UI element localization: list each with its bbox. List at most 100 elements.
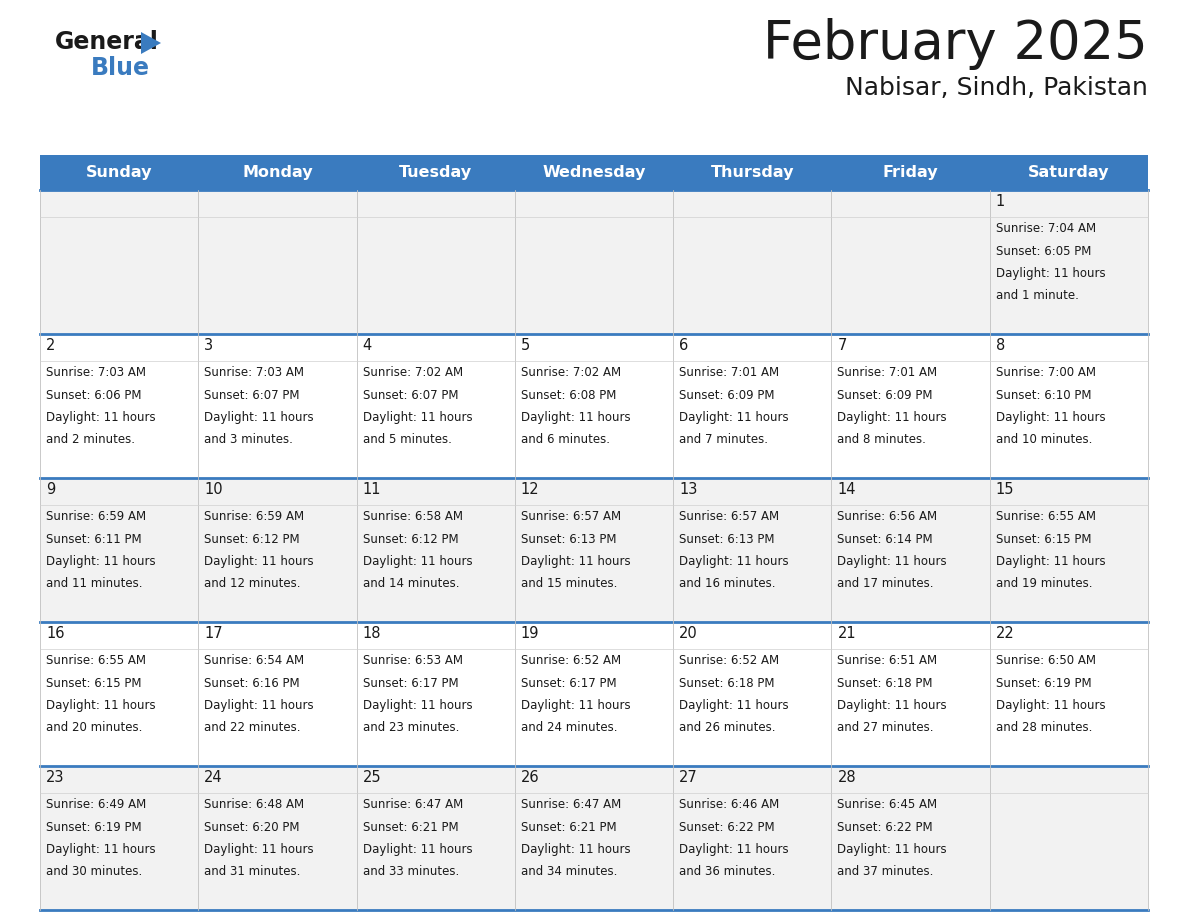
Text: Sunrise: 6:45 AM: Sunrise: 6:45 AM	[838, 799, 937, 812]
Text: Daylight: 11 hours: Daylight: 11 hours	[204, 555, 314, 568]
Text: 25: 25	[362, 770, 381, 785]
Text: Sunset: 6:15 PM: Sunset: 6:15 PM	[996, 532, 1092, 545]
Text: Sunset: 6:06 PM: Sunset: 6:06 PM	[46, 388, 141, 402]
Text: Sunrise: 6:58 AM: Sunrise: 6:58 AM	[362, 510, 462, 523]
Text: Sunset: 6:17 PM: Sunset: 6:17 PM	[362, 677, 459, 689]
Bar	[356, 622, 514, 766]
Text: and 10 minutes.: and 10 minutes.	[996, 433, 1092, 446]
Bar	[356, 190, 514, 334]
Bar	[990, 622, 1148, 766]
Text: Daylight: 11 hours: Daylight: 11 hours	[362, 843, 472, 856]
Text: Sunrise: 6:46 AM: Sunrise: 6:46 AM	[680, 799, 779, 812]
Text: Daylight: 11 hours: Daylight: 11 hours	[680, 555, 789, 568]
Text: 6: 6	[680, 338, 688, 353]
Text: and 26 minutes.: and 26 minutes.	[680, 722, 776, 734]
Text: Daylight: 11 hours: Daylight: 11 hours	[362, 555, 472, 568]
Text: and 17 minutes.: and 17 minutes.	[838, 577, 934, 590]
Bar	[356, 766, 514, 910]
Text: 2: 2	[46, 338, 56, 353]
Text: Sunrise: 7:01 AM: Sunrise: 7:01 AM	[838, 366, 937, 379]
Text: Sunset: 6:22 PM: Sunset: 6:22 PM	[838, 821, 933, 834]
Text: Daylight: 11 hours: Daylight: 11 hours	[680, 843, 789, 856]
Text: Daylight: 11 hours: Daylight: 11 hours	[46, 555, 156, 568]
Bar	[356, 478, 514, 622]
Text: 10: 10	[204, 482, 223, 497]
Text: Daylight: 11 hours: Daylight: 11 hours	[204, 411, 314, 424]
Text: Sunset: 6:17 PM: Sunset: 6:17 PM	[520, 677, 617, 689]
Text: Daylight: 11 hours: Daylight: 11 hours	[46, 843, 156, 856]
Bar	[832, 334, 990, 478]
Text: 12: 12	[520, 482, 539, 497]
Bar	[832, 190, 990, 334]
Text: Sunrise: 6:49 AM: Sunrise: 6:49 AM	[46, 799, 146, 812]
Text: Daylight: 11 hours: Daylight: 11 hours	[680, 699, 789, 712]
Bar	[832, 622, 990, 766]
Bar	[514, 478, 674, 622]
Bar	[832, 478, 990, 622]
Text: 3: 3	[204, 338, 214, 353]
Text: 23: 23	[46, 770, 64, 785]
Text: and 30 minutes.: and 30 minutes.	[46, 866, 143, 879]
Text: Saturday: Saturday	[1028, 165, 1110, 180]
Text: 14: 14	[838, 482, 855, 497]
Text: 17: 17	[204, 626, 223, 641]
Text: Daylight: 11 hours: Daylight: 11 hours	[838, 843, 947, 856]
Text: and 34 minutes.: and 34 minutes.	[520, 866, 618, 879]
Text: Sunset: 6:07 PM: Sunset: 6:07 PM	[362, 388, 459, 402]
Text: Sunrise: 6:47 AM: Sunrise: 6:47 AM	[520, 799, 621, 812]
Bar	[674, 766, 832, 910]
Text: 13: 13	[680, 482, 697, 497]
Text: Sunset: 6:10 PM: Sunset: 6:10 PM	[996, 388, 1092, 402]
Bar	[356, 334, 514, 478]
Text: Sunset: 6:07 PM: Sunset: 6:07 PM	[204, 388, 299, 402]
Bar	[832, 766, 990, 910]
Text: Daylight: 11 hours: Daylight: 11 hours	[46, 699, 156, 712]
Text: Sunset: 6:08 PM: Sunset: 6:08 PM	[520, 388, 617, 402]
Text: Thursday: Thursday	[710, 165, 794, 180]
Text: Wednesday: Wednesday	[542, 165, 646, 180]
Text: Sunrise: 7:03 AM: Sunrise: 7:03 AM	[46, 366, 146, 379]
Text: and 5 minutes.: and 5 minutes.	[362, 433, 451, 446]
Text: 1: 1	[996, 194, 1005, 209]
Text: Sunset: 6:22 PM: Sunset: 6:22 PM	[680, 821, 775, 834]
Text: Sunrise: 6:57 AM: Sunrise: 6:57 AM	[680, 510, 779, 523]
Text: Blue: Blue	[91, 56, 150, 80]
Bar	[674, 478, 832, 622]
Text: and 20 minutes.: and 20 minutes.	[46, 722, 143, 734]
Text: Sunset: 6:18 PM: Sunset: 6:18 PM	[838, 677, 933, 689]
Bar	[198, 622, 356, 766]
Bar	[990, 334, 1148, 478]
Text: Sunset: 6:15 PM: Sunset: 6:15 PM	[46, 677, 141, 689]
Text: Sunset: 6:18 PM: Sunset: 6:18 PM	[680, 677, 775, 689]
Text: Daylight: 11 hours: Daylight: 11 hours	[996, 555, 1105, 568]
Bar	[198, 334, 356, 478]
Text: Sunday: Sunday	[86, 165, 152, 180]
Bar	[198, 766, 356, 910]
Polygon shape	[141, 32, 162, 54]
Text: 22: 22	[996, 626, 1015, 641]
Bar	[40, 334, 198, 478]
Text: Daylight: 11 hours: Daylight: 11 hours	[520, 411, 631, 424]
Text: and 22 minutes.: and 22 minutes.	[204, 722, 301, 734]
Text: and 27 minutes.: and 27 minutes.	[838, 722, 934, 734]
Bar	[990, 766, 1148, 910]
Bar	[674, 190, 832, 334]
Text: 8: 8	[996, 338, 1005, 353]
Text: and 33 minutes.: and 33 minutes.	[362, 866, 459, 879]
Text: Daylight: 11 hours: Daylight: 11 hours	[838, 699, 947, 712]
Bar	[40, 478, 198, 622]
Bar	[990, 190, 1148, 334]
Text: Sunrise: 7:03 AM: Sunrise: 7:03 AM	[204, 366, 304, 379]
Text: Sunrise: 7:02 AM: Sunrise: 7:02 AM	[362, 366, 462, 379]
Text: Daylight: 11 hours: Daylight: 11 hours	[362, 411, 472, 424]
Text: Daylight: 11 hours: Daylight: 11 hours	[680, 411, 789, 424]
Text: Sunrise: 6:55 AM: Sunrise: 6:55 AM	[996, 510, 1095, 523]
Bar	[514, 622, 674, 766]
Text: 18: 18	[362, 626, 381, 641]
Text: Daylight: 11 hours: Daylight: 11 hours	[838, 411, 947, 424]
Bar	[40, 766, 198, 910]
Text: Sunrise: 6:54 AM: Sunrise: 6:54 AM	[204, 655, 304, 667]
Text: Sunrise: 6:52 AM: Sunrise: 6:52 AM	[680, 655, 779, 667]
Text: Sunrise: 7:01 AM: Sunrise: 7:01 AM	[680, 366, 779, 379]
Text: Sunrise: 6:50 AM: Sunrise: 6:50 AM	[996, 655, 1095, 667]
